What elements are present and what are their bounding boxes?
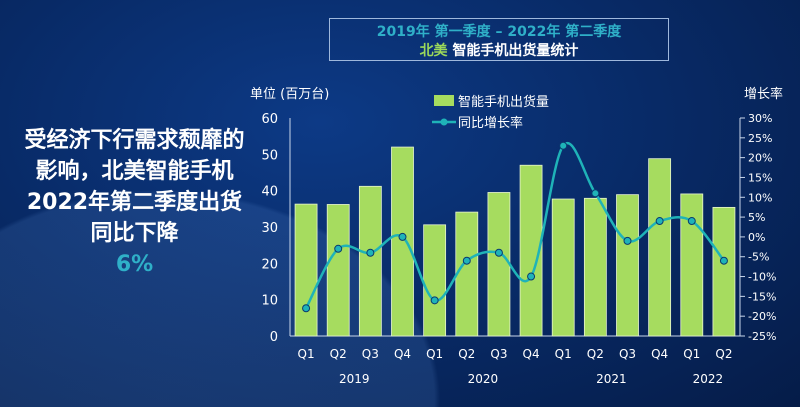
y2-tick-label: -10% [748, 271, 776, 284]
x-tick-label: Q2 [715, 347, 732, 361]
y-tick-label: 30 [261, 221, 278, 236]
x-tick-label: Q2 [587, 347, 604, 361]
year-label: 2021 [596, 372, 627, 386]
bar [616, 194, 639, 337]
bar [680, 193, 704, 337]
bar [712, 206, 736, 337]
x-tick-label: Q4 [523, 347, 540, 361]
legend-line-label: 同比增长率 [458, 115, 523, 131]
legend-bar-label: 智能手机出货量 [458, 94, 549, 110]
y-tick-label: 40 [261, 185, 278, 200]
x-tick-label: Q1 [298, 347, 315, 361]
bar [487, 192, 511, 337]
side-caption: 受经济下行需求颓靡的影响，北美智能手机2022年第二季度出货同比下降 6% [22, 125, 247, 280]
y-tick-label: 20 [261, 257, 278, 272]
x-tick-label: Q4 [651, 347, 668, 361]
y-tick-label: 0 [270, 330, 278, 345]
bar [294, 203, 318, 337]
bar [583, 197, 607, 337]
growth-point [302, 304, 311, 313]
growth-point [623, 236, 632, 245]
bar [519, 164, 543, 337]
x-tick-label: Q1 [683, 347, 700, 361]
y-tick-label: 10 [261, 294, 278, 309]
chart-title-box: 2019年 第一季度 – 2022年 第二季度 北美 智能手机出货量统计 [329, 18, 669, 61]
x-tick-label: Q4 [394, 347, 411, 361]
y-axis-label: 单位 (百万台) [250, 87, 329, 102]
caption-highlight: 6% [115, 252, 154, 277]
y-tick-label: 60 [261, 112, 278, 127]
bar [391, 146, 414, 337]
x-tick-label: Q3 [362, 347, 379, 361]
growth-point [527, 272, 536, 281]
y2-tick-label: 10% [748, 191, 772, 204]
growth-point [719, 256, 728, 265]
title-region: 北美 [419, 43, 448, 59]
growth-point [687, 217, 696, 226]
y2-tick-label: -25% [748, 330, 776, 343]
legend-bar-swatch [434, 95, 454, 106]
growth-line [304, 142, 725, 309]
y2-tick-label: -5% [748, 251, 769, 264]
y2-tick-label: 15% [748, 171, 772, 184]
title-text: 智能手机出货量统计 [452, 43, 579, 59]
bar [551, 198, 575, 337]
growth-point [655, 217, 664, 226]
growth-point [494, 248, 503, 257]
y2-tick-label: 0% [748, 231, 765, 244]
x-tick-label: Q2 [330, 347, 347, 361]
y2-tick-label: -20% [748, 310, 776, 323]
x-tick-label: Q3 [490, 347, 507, 361]
y2-tick-label: 5% [748, 211, 765, 224]
bar [326, 204, 350, 337]
bar [648, 158, 672, 337]
growth-point [559, 141, 568, 150]
y-tick-label: 50 [261, 148, 278, 163]
x-tick-label: Q3 [619, 347, 636, 361]
x-tick-label: Q1 [555, 347, 572, 361]
y2-tick-label: -15% [748, 290, 776, 303]
bar [358, 185, 382, 337]
growth-point [462, 256, 471, 265]
title-main: 北美 智能手机出货量统计 [330, 40, 668, 60]
bar [423, 224, 447, 337]
y2-tick-label: 20% [748, 152, 772, 165]
legend-line-marker [440, 118, 448, 126]
growth-point [398, 232, 407, 241]
year-label: 2020 [468, 372, 499, 386]
y2-tick-label: 25% [748, 132, 772, 145]
growth-point [430, 296, 439, 305]
year-label: 2022 [693, 372, 724, 386]
y2-axis-label: 增长率 [744, 86, 783, 102]
growth-point [591, 189, 600, 198]
title-period: 2019年 第一季度 – 2022年 第二季度 [376, 24, 622, 40]
year-label: 2019 [339, 372, 370, 386]
x-tick-label: Q2 [458, 347, 475, 361]
y2-tick-label: 30% [748, 112, 772, 125]
bar [455, 211, 479, 337]
x-tick-label: Q1 [426, 347, 443, 361]
growth-point [334, 244, 343, 253]
growth-point [366, 248, 375, 257]
caption-text: 受经济下行需求颓靡的影响，北美智能手机2022年第二季度出货同比下降 [24, 128, 245, 246]
